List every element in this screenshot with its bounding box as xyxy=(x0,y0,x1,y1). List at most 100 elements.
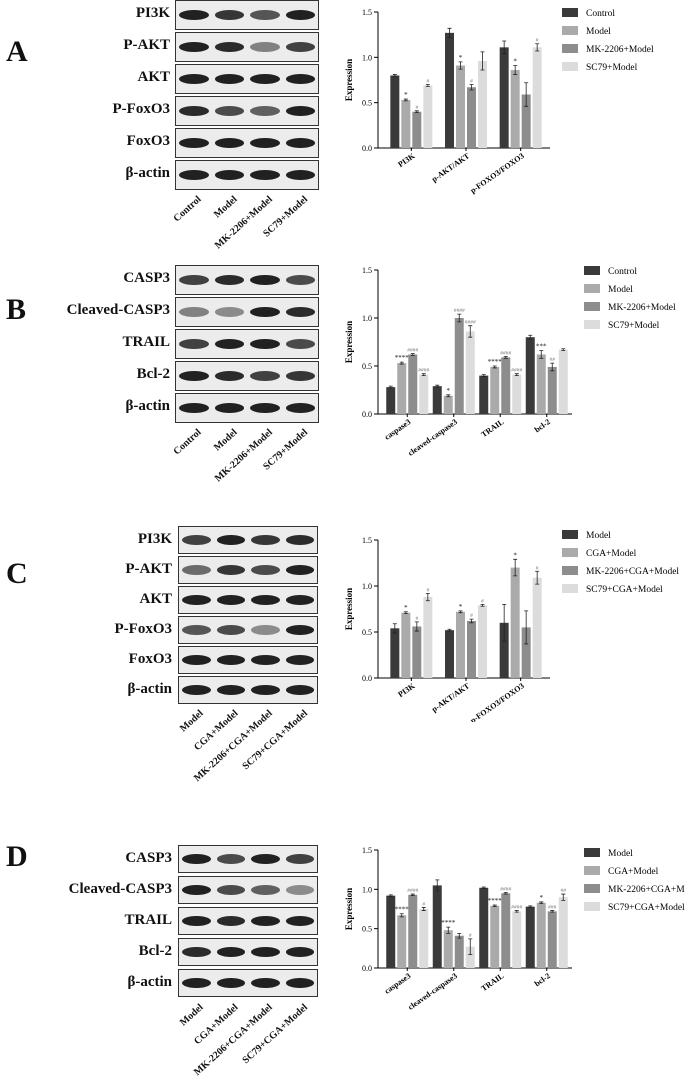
lane-label: Control xyxy=(171,194,204,225)
panel-letter: D xyxy=(6,840,28,873)
blot-band xyxy=(285,275,315,285)
blot-band xyxy=(285,170,315,180)
blot-row-label: P-FoxO3 xyxy=(112,101,171,117)
blot-band xyxy=(285,916,314,926)
legend-label: MK-2206+Model xyxy=(608,303,676,313)
error-bar xyxy=(388,894,393,897)
bar xyxy=(456,611,465,678)
significance-mark: * xyxy=(540,894,544,902)
legend-label: MK-2206+CGA+Model xyxy=(586,567,679,577)
blot-strip xyxy=(178,845,318,873)
y-axis-label: Expression xyxy=(344,588,354,630)
legend-swatch xyxy=(562,8,578,17)
legend-swatch xyxy=(562,566,578,575)
blot-row-label: FoxO3 xyxy=(126,133,170,149)
legend-label: Model xyxy=(586,531,611,541)
lane-label: Model xyxy=(211,194,240,221)
bar xyxy=(412,626,422,678)
blot-band xyxy=(251,625,280,635)
blot-band xyxy=(285,595,314,605)
blot-strip xyxy=(175,393,319,423)
error-bar xyxy=(513,558,518,577)
error-bar xyxy=(480,604,485,607)
blot-band xyxy=(251,854,280,864)
error-bar xyxy=(492,904,497,908)
blot-band xyxy=(214,74,244,84)
blot-band xyxy=(182,625,211,635)
y-axis-label: Expression xyxy=(344,321,354,363)
legend-label: SC79+Model xyxy=(586,63,638,73)
bar xyxy=(558,349,568,414)
bar xyxy=(510,70,520,148)
error-bar xyxy=(502,40,507,55)
legend-swatch xyxy=(584,284,600,293)
blot-band xyxy=(179,275,209,285)
blot-band xyxy=(216,685,245,695)
blot-band xyxy=(216,947,245,957)
blot-strip xyxy=(175,329,319,359)
bar xyxy=(479,375,489,414)
legend-swatch xyxy=(584,848,600,857)
x-tick-label: p-FOXO3/FOXO3 xyxy=(469,681,526,722)
error-bar xyxy=(468,325,473,338)
blot-band xyxy=(179,106,209,116)
y-tick-label: 1.0 xyxy=(362,314,372,323)
blot-strip xyxy=(175,265,319,295)
blot-band xyxy=(216,885,245,895)
blot-band xyxy=(182,565,211,575)
x-tick-label: caspase3 xyxy=(383,971,413,995)
blot-band xyxy=(285,685,314,695)
error-bar xyxy=(421,373,426,376)
bar xyxy=(512,374,522,414)
bar xyxy=(478,605,487,678)
blot-row-label: β-actin xyxy=(127,681,172,697)
y-tick-label: 0.0 xyxy=(362,144,372,153)
blot-band xyxy=(285,854,314,864)
error-bar xyxy=(399,361,404,365)
significance-mark: * xyxy=(459,54,463,62)
significance-mark: **** xyxy=(441,919,456,927)
bar xyxy=(465,946,475,968)
legend-swatch xyxy=(562,62,578,71)
bar xyxy=(532,47,542,148)
error-bar xyxy=(561,348,566,352)
significance-mark: #### xyxy=(454,308,465,314)
bar xyxy=(445,32,454,148)
significance-mark: * xyxy=(513,551,517,559)
blot-band xyxy=(250,42,280,52)
error-bar xyxy=(410,353,415,356)
significance-mark: #### xyxy=(500,350,511,356)
lane-label: Model xyxy=(178,1002,207,1029)
legend-label: MK-2206+CGA+Model xyxy=(608,885,685,895)
y-tick-label: 1.5 xyxy=(362,536,372,545)
blot-band xyxy=(285,371,315,381)
blot-band xyxy=(216,565,245,575)
bar xyxy=(558,897,568,968)
blot-row-label: FoxO3 xyxy=(128,651,172,667)
blot-strip xyxy=(178,526,318,554)
error-bar xyxy=(435,384,440,388)
blot-band xyxy=(214,339,244,349)
blot-band xyxy=(216,625,245,635)
x-tick-label: bcl-2 xyxy=(533,417,552,434)
blot-band xyxy=(182,916,211,926)
significance-mark: **** xyxy=(488,358,503,366)
bar xyxy=(512,911,522,968)
blot-band xyxy=(285,10,315,20)
y-tick-label: 0.0 xyxy=(362,410,372,419)
blot-band xyxy=(285,403,315,413)
blot-band xyxy=(214,307,244,317)
blot-strip xyxy=(178,969,318,997)
legend-label: MK-2206+Model xyxy=(586,45,654,55)
blot-band xyxy=(179,10,209,20)
legend-swatch xyxy=(562,584,578,593)
blot-band xyxy=(251,978,280,988)
blot-band xyxy=(214,10,244,20)
legend-label: SC79+Model xyxy=(608,321,660,331)
y-axis-label: Expression xyxy=(344,59,354,101)
bar xyxy=(521,627,531,678)
panel-d: D CASP3 Cleaved-CASP3 TRAIL Bcl-2 β-actin Mode… xyxy=(0,840,685,1090)
bar xyxy=(386,895,396,968)
y-tick-label: 1.5 xyxy=(362,266,372,275)
blot-band xyxy=(251,916,280,926)
